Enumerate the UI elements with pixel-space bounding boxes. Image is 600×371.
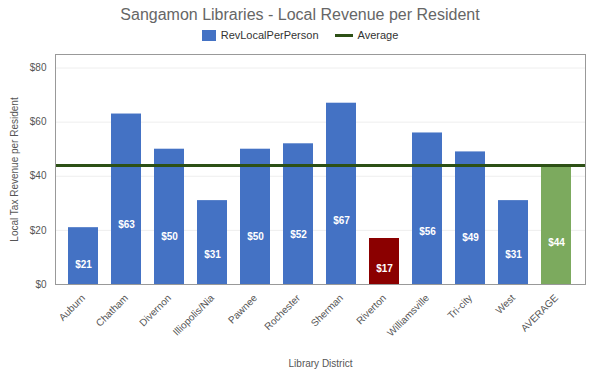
svg-text:Tri-city: Tri-city <box>445 292 474 321</box>
svg-text:$67: $67 <box>333 215 350 226</box>
html-text:RevLocalPerPerson: RevLocalPerPerson <box>220 29 319 41</box>
svg-text:Riverton: Riverton <box>354 292 388 326</box>
svg-text:$20: $20 <box>30 225 47 236</box>
svg-text:$31: $31 <box>505 249 522 260</box>
svg-text:$63: $63 <box>118 219 135 230</box>
svg-text:$60: $60 <box>30 116 47 127</box>
svg-text:$31: $31 <box>204 249 221 260</box>
svg-text:$80: $80 <box>30 62 47 73</box>
svg-text:Williamsville: Williamsville <box>385 292 432 339</box>
svg-text:$44: $44 <box>548 237 565 248</box>
svg-text:$40: $40 <box>30 170 47 181</box>
svg-text:$52: $52 <box>290 229 307 240</box>
svg-text:Illiopolis/Nia: Illiopolis/Nia <box>171 292 217 338</box>
svg-text:Sherman: Sherman <box>309 292 345 328</box>
svg-text:$56: $56 <box>419 226 436 237</box>
svg-text:$50: $50 <box>161 231 178 242</box>
svg-text:$0: $0 <box>35 279 47 290</box>
svg-text:AVERAGE: AVERAGE <box>519 292 561 334</box>
svg-text:Local Tax Revenue per Resident: Local Tax Revenue per Resident <box>9 97 20 242</box>
svg-text:Divernon: Divernon <box>137 292 173 328</box>
svg-text:$17: $17 <box>376 263 393 274</box>
svg-text:$49: $49 <box>462 232 479 243</box>
svg-text:Pawnee: Pawnee <box>226 292 260 326</box>
svg-text:Chatham: Chatham <box>94 292 130 328</box>
svg-text:Rochester: Rochester <box>262 292 302 332</box>
svg-text:$21: $21 <box>75 259 92 270</box>
html-text:Sangamon Libraries - Local Rev: Sangamon Libraries - Local Revenue per R… <box>120 6 480 23</box>
svg-text:$50: $50 <box>247 231 264 242</box>
svg-text:Auburn: Auburn <box>57 292 88 323</box>
svg-text:Library District: Library District <box>289 358 353 369</box>
svg-text:West: West <box>493 292 517 316</box>
html-text:Average: Average <box>357 29 399 41</box>
